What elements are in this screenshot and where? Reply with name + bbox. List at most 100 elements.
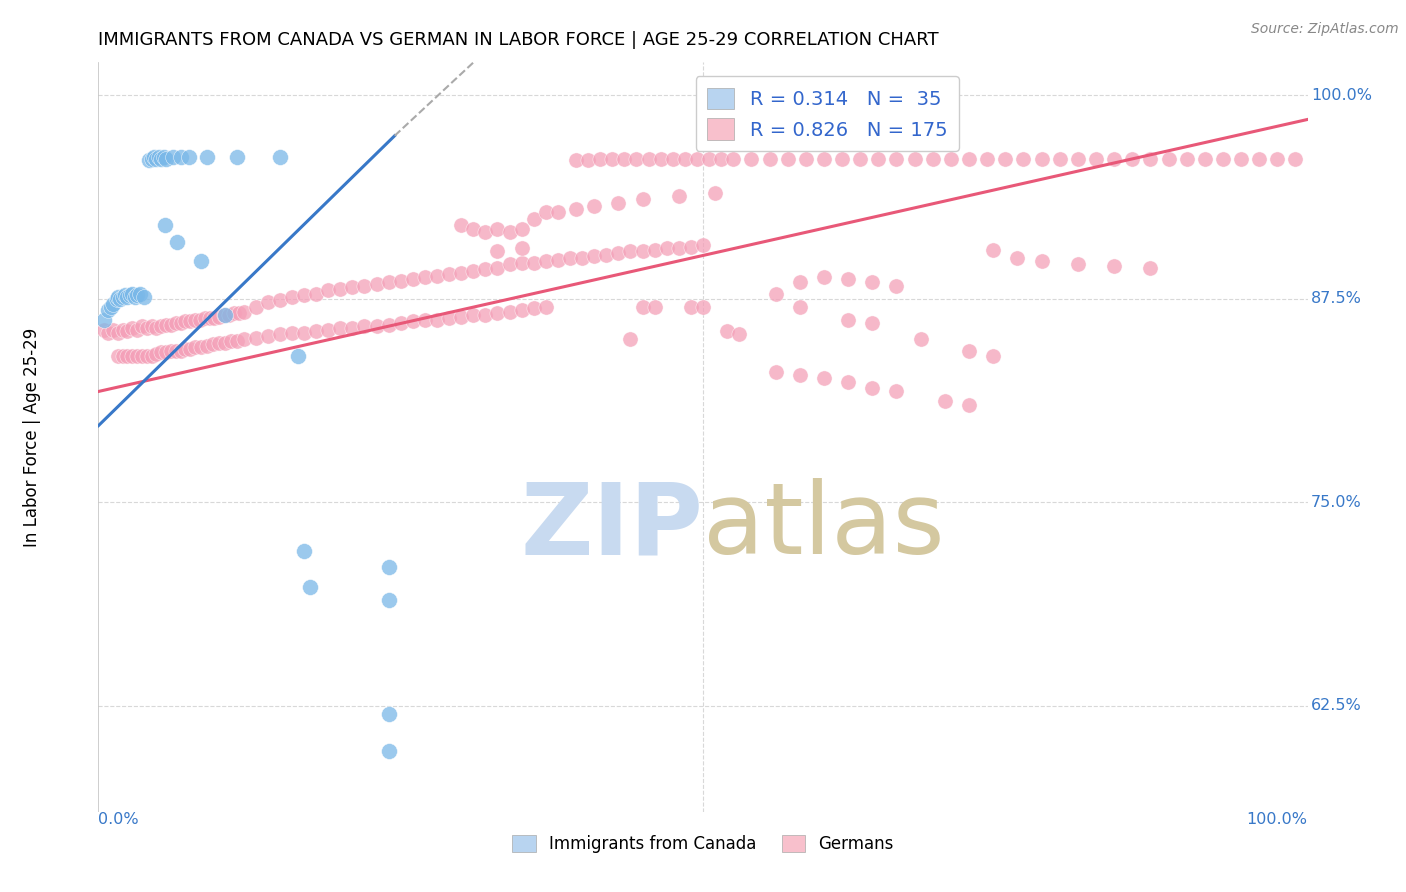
Point (138, 153, 160, 168)
Point (1212, 152, 1234, 166)
Point (1175, 152, 1198, 166)
Point (93, 322, 115, 336)
Point (450, 219, 472, 233)
Point (498, 257, 520, 271)
Point (165, 343, 187, 358)
Point (188, 313, 211, 327)
Point (166, 235, 188, 249)
Point (141, 349, 163, 363)
Point (111, 349, 134, 363)
Point (353, 278, 375, 293)
Point (831, 152, 853, 166)
Point (155, 152, 177, 166)
Point (789, 368, 811, 383)
Text: 87.5%: 87.5% (1312, 291, 1362, 306)
Point (165, 316, 187, 330)
Point (565, 153, 588, 168)
Point (160, 318, 183, 332)
Point (134, 290, 156, 304)
Point (813, 270, 835, 285)
Point (245, 331, 267, 345)
Point (131, 349, 153, 363)
Point (426, 268, 449, 283)
Point (758, 152, 780, 166)
Point (413, 270, 436, 285)
Point (342, 280, 364, 294)
Point (697, 152, 720, 166)
Point (190, 254, 212, 268)
Point (571, 251, 593, 265)
Point (631, 244, 654, 259)
Point (256, 294, 278, 309)
Text: 75.0%: 75.0% (1312, 495, 1362, 509)
Point (342, 321, 364, 335)
Point (704, 186, 727, 200)
Point (534, 254, 557, 268)
Point (837, 375, 859, 389)
Point (202, 337, 225, 351)
Legend: Immigrants from Canada, Germans: Immigrants from Canada, Germans (506, 828, 900, 860)
Point (437, 311, 460, 326)
Point (1194, 152, 1216, 166)
Point (723, 152, 745, 166)
Point (523, 256, 546, 270)
Point (127, 288, 149, 302)
Point (904, 152, 927, 166)
Point (583, 199, 606, 213)
Point (232, 304, 254, 318)
Point (160, 343, 183, 358)
Point (728, 327, 751, 342)
Point (155, 318, 177, 332)
Point (1157, 152, 1180, 166)
Point (655, 241, 678, 255)
Point (1230, 152, 1253, 166)
Point (510, 256, 533, 270)
Point (228, 306, 250, 320)
Point (117, 349, 139, 363)
Point (169, 343, 191, 358)
Point (141, 152, 163, 166)
Point (523, 211, 546, 226)
Point (150, 152, 173, 166)
Point (668, 189, 690, 203)
Text: 100.0%: 100.0% (1247, 812, 1308, 827)
Point (305, 324, 328, 338)
Point (232, 332, 254, 346)
Point (117, 290, 139, 304)
Point (631, 300, 654, 314)
Point (510, 221, 533, 235)
Point (1267, 152, 1289, 166)
Point (141, 319, 163, 334)
Point (450, 266, 472, 280)
Point (686, 152, 709, 166)
Point (353, 319, 375, 334)
Point (121, 349, 143, 363)
Point (305, 286, 328, 301)
Point (934, 394, 956, 409)
Point (194, 311, 217, 326)
Point (860, 316, 883, 330)
Point (150, 319, 173, 334)
Point (1139, 152, 1161, 166)
Point (184, 341, 207, 355)
Point (93, 313, 115, 327)
Point (1067, 152, 1090, 166)
Point (107, 326, 129, 340)
Point (111, 290, 134, 304)
Point (510, 241, 533, 255)
Point (195, 339, 218, 353)
Point (534, 300, 557, 314)
Point (813, 152, 835, 166)
Point (377, 706, 399, 721)
Point (101, 296, 124, 310)
Point (463, 264, 485, 278)
Point (292, 326, 315, 340)
Point (486, 260, 509, 275)
Point (179, 150, 201, 164)
Text: atlas: atlas (703, 478, 945, 575)
Point (716, 324, 738, 338)
Point (128, 286, 150, 301)
Point (910, 332, 932, 346)
Text: 100.0%: 100.0% (1312, 87, 1372, 103)
Point (208, 310, 231, 324)
